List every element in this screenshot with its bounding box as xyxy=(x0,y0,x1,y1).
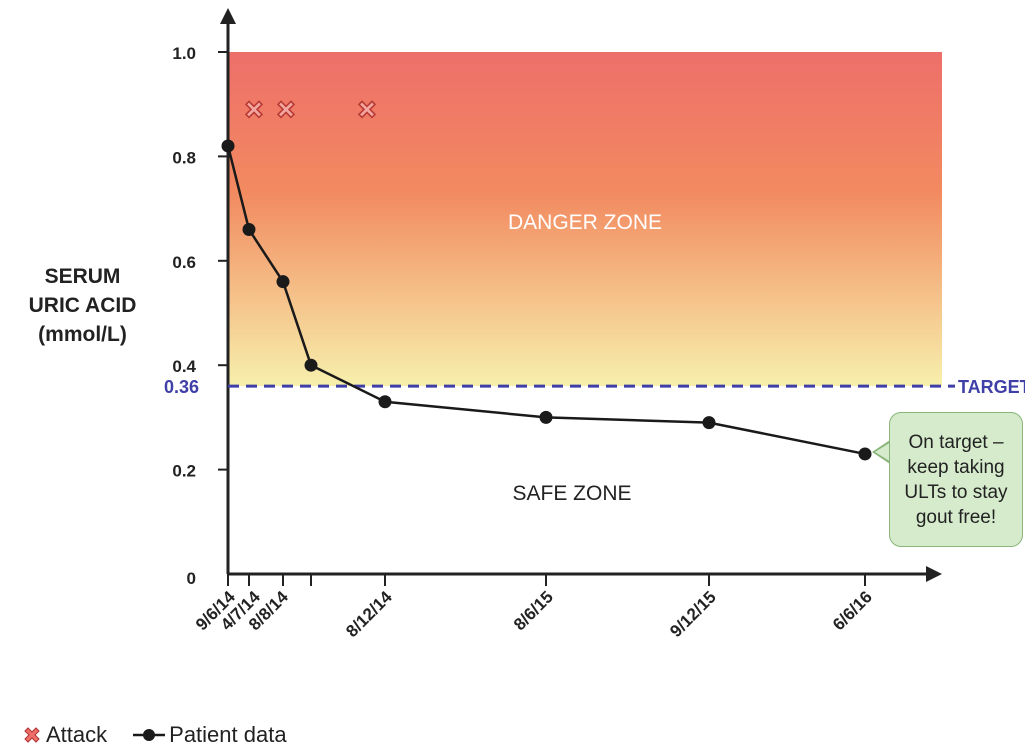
y-tick-label: 0.8 xyxy=(172,148,196,167)
y-tick-label: 0.4 xyxy=(172,357,196,376)
target-callout: On target – keep taking ULTs to stay gou… xyxy=(889,412,1023,547)
attack-marker xyxy=(244,100,264,119)
patient-data-point xyxy=(276,275,290,289)
legend: Attack Patient data xyxy=(22,722,311,748)
y-tick-label: 0.2 xyxy=(172,462,196,481)
x-marker-icon xyxy=(24,727,40,743)
x-tick-label: 8/6/15 xyxy=(510,587,557,634)
y-axis-label-line: URIC ACID xyxy=(28,294,137,317)
line-dot-icon xyxy=(133,729,166,741)
patient-data-point xyxy=(702,416,716,430)
target-layer: 0.36 TARGET xyxy=(164,377,1025,397)
patient-data-point xyxy=(539,410,553,424)
danger-zone-label: DANGER ZONE xyxy=(508,211,662,234)
patient-data-point xyxy=(378,395,392,409)
y-tick-label: 0.6 xyxy=(172,253,196,272)
danger-zone-layer xyxy=(228,52,942,387)
y-tick-label: 1.0 xyxy=(172,44,196,63)
y-axis-label-line: (mmol/L) xyxy=(38,323,127,346)
y-tick-label: 0 xyxy=(187,569,196,588)
y-axis-label-line: SERUM xyxy=(44,265,121,288)
x-tick-label: 9/12/15 xyxy=(666,587,720,641)
target-value-label: 0.36 xyxy=(164,377,199,397)
legend-label: Attack xyxy=(46,722,108,747)
patient-data-line xyxy=(226,145,866,456)
attacks-layer xyxy=(244,100,377,119)
x-axis-arrow xyxy=(926,566,942,582)
x-tick-label: 8/12/14 xyxy=(342,587,396,641)
danger-zone-band xyxy=(228,52,942,387)
attack-marker xyxy=(276,100,296,119)
y-axis-arrow xyxy=(220,8,236,24)
patient-data-point xyxy=(221,139,235,153)
callout-tail-fill xyxy=(875,442,891,462)
series-layer xyxy=(221,139,872,461)
patient-data-point xyxy=(858,447,872,461)
legend-item-attack: Attack xyxy=(22,722,107,748)
axes-layer xyxy=(218,8,942,586)
legend-label: Patient data xyxy=(169,722,287,747)
target-label: TARGET xyxy=(958,377,1025,397)
safe-zone-label: SAFE ZONE xyxy=(512,482,631,505)
patient-data-point xyxy=(242,222,256,236)
legend-item-patient-data: Patient data xyxy=(131,722,287,748)
y-axis-label: SERUM URIC ACID (mmol/L) xyxy=(0,262,165,349)
attack-marker xyxy=(357,100,377,119)
patient-data-point xyxy=(304,358,318,372)
x-tick-label: 6/6/16 xyxy=(829,587,876,634)
